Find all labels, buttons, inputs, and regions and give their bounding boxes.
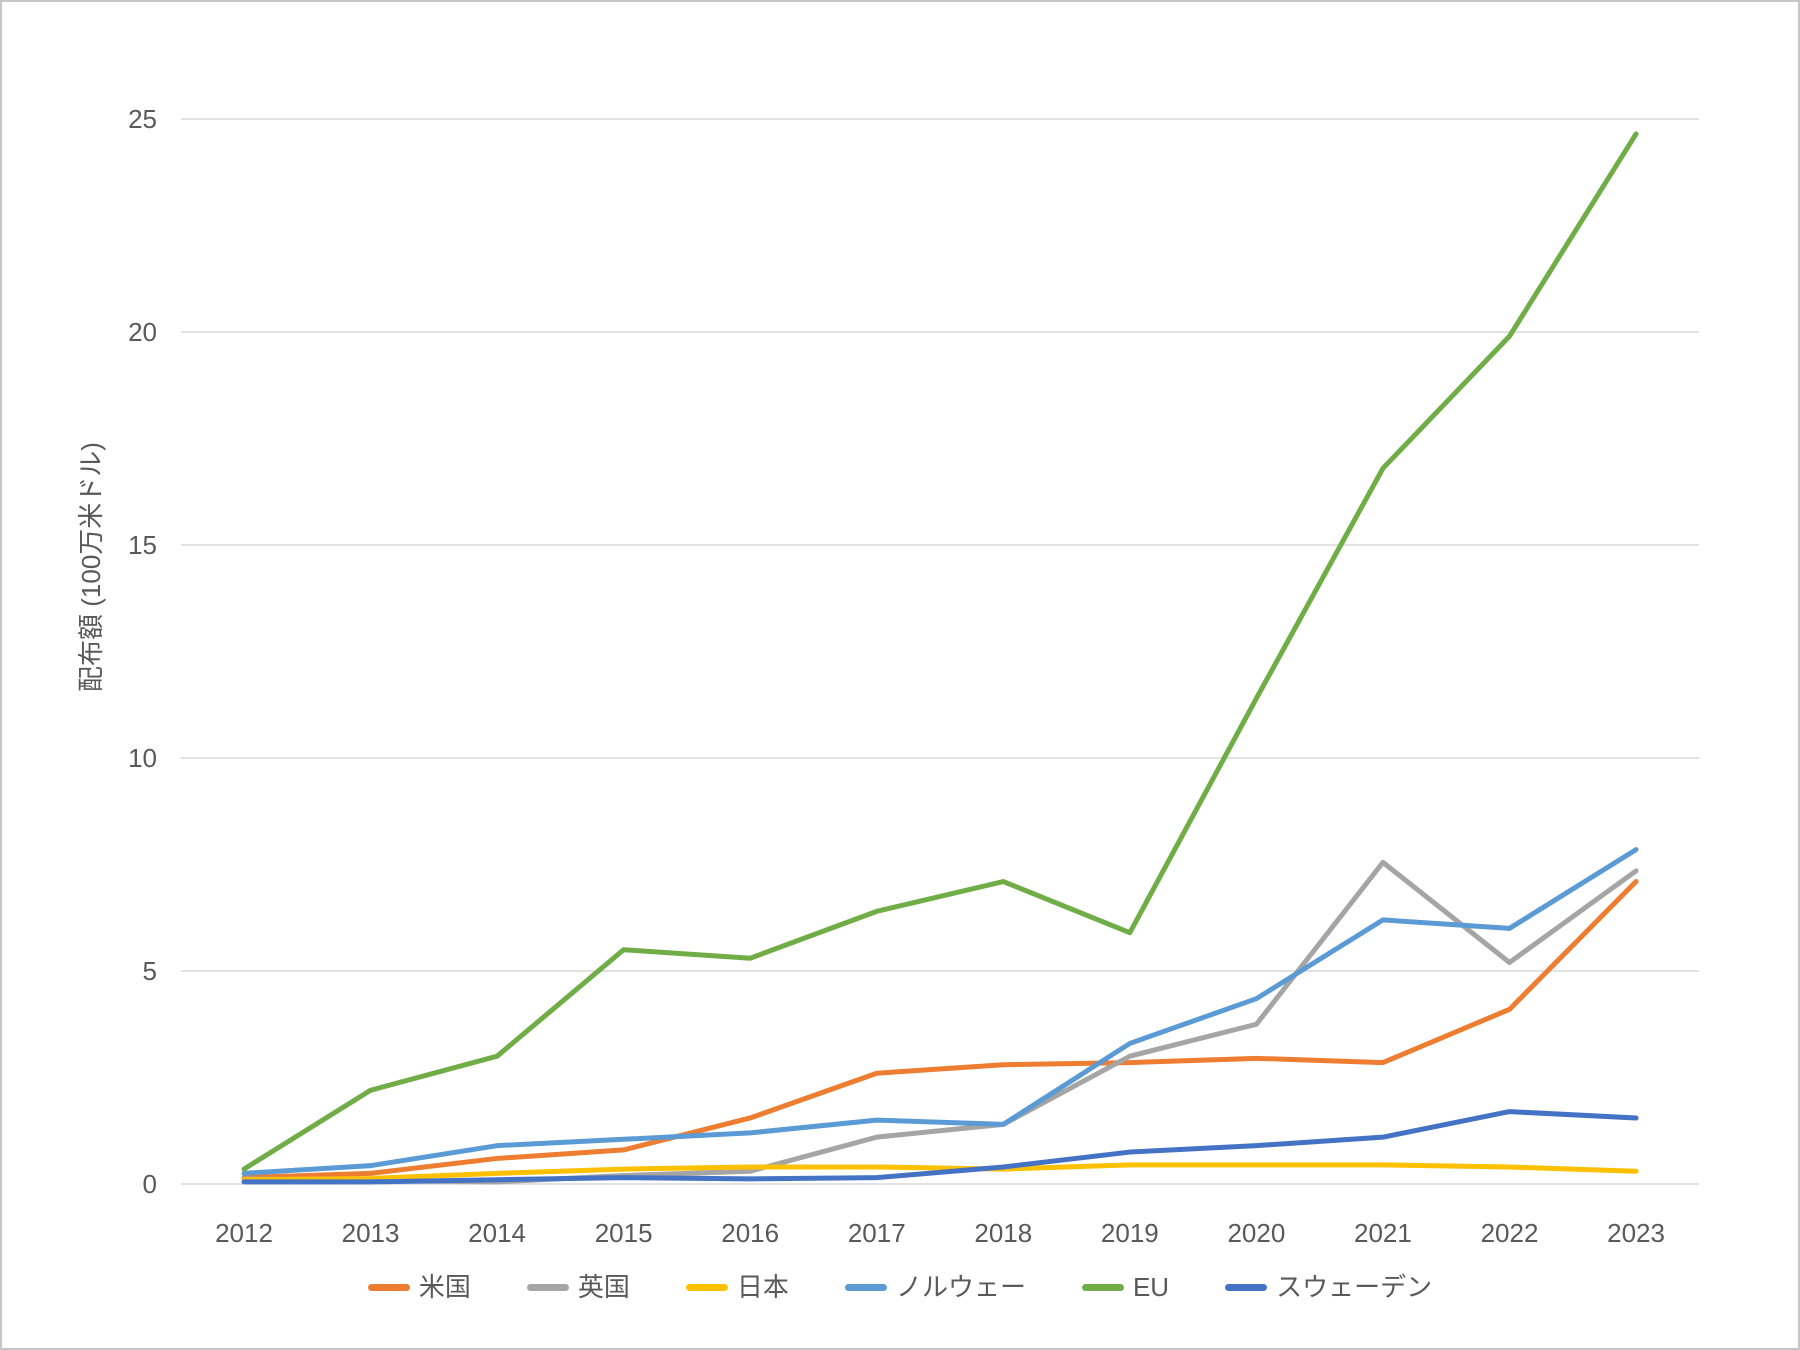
legend-label: 米国 [418, 1272, 471, 1302]
legend-item-0: 米国 [367, 1272, 471, 1302]
legend-item-3: ノルウェー [844, 1272, 1026, 1302]
x-tick-label-2021: 2021 [1354, 1218, 1412, 1248]
legend-swatch-icon [1225, 1283, 1268, 1291]
x-tick-label-2015: 2015 [595, 1218, 653, 1248]
x-tick-label-2013: 2013 [342, 1218, 400, 1248]
x-tick-label-2017: 2017 [848, 1218, 906, 1248]
x-tick-label-2022: 2022 [1481, 1218, 1539, 1248]
y-tick-label-10: 10 [128, 743, 157, 773]
legend-label: スウェーデン [1276, 1272, 1433, 1302]
legend-item-2: 日本 [685, 1272, 789, 1302]
x-tick-label-2012: 2012 [215, 1218, 273, 1248]
legend-swatch-icon [1081, 1283, 1124, 1291]
legend-swatch-icon [685, 1283, 728, 1291]
series-lines [241, 131, 1639, 1185]
series-line-4 [241, 131, 1639, 1172]
y-axis-tick-labels: 0 5 10 15 20 25 [128, 104, 157, 1199]
x-tick-label-2023: 2023 [1607, 1218, 1665, 1248]
y-axis-title: 配布額 (100万米ドル) [76, 442, 106, 692]
gridlines [181, 118, 1699, 1185]
legend-label: 英国 [577, 1272, 630, 1302]
y-tick-label-15: 15 [128, 530, 157, 560]
series-line-3 [241, 847, 1639, 1176]
x-axis-tick-labels: 2012 2013 2014 2015 2016 2017 2018 2019 2020 2021… [215, 1218, 1665, 1248]
series-line-5 [241, 1109, 1639, 1185]
legend-swatch-icon [526, 1283, 569, 1291]
legend-label: EU [1132, 1272, 1170, 1302]
legend-item-4: EU [1081, 1272, 1170, 1302]
y-tick-label-25: 25 [128, 104, 157, 134]
x-tick-label-2019: 2019 [1101, 1218, 1159, 1248]
legend-item-5: スウェーデン [1225, 1274, 1432, 1300]
legend-swatch-icon [367, 1283, 410, 1291]
x-tick-label-2020: 2020 [1227, 1218, 1285, 1248]
y-tick-label-5: 5 [143, 956, 157, 986]
legend-swatch-icon [844, 1283, 887, 1291]
legend-item-1: 英国 [526, 1272, 630, 1302]
x-tick-label-2018: 2018 [974, 1218, 1032, 1248]
series-line-2 [241, 1162, 1639, 1183]
x-tick-label-2016: 2016 [721, 1218, 779, 1248]
legend-label: 日本 [736, 1272, 789, 1302]
legend: 米国 英国 日本 ノルウェー EU スウェーデン [2, 1274, 1798, 1300]
y-tick-label-20: 20 [128, 317, 157, 347]
series-line-0 [241, 879, 1639, 1181]
x-tick-label-2014: 2014 [468, 1218, 526, 1248]
series-line-1 [241, 859, 1639, 1185]
legend-label: ノルウェー [895, 1272, 1026, 1302]
y-tick-label-0: 0 [143, 1169, 157, 1199]
